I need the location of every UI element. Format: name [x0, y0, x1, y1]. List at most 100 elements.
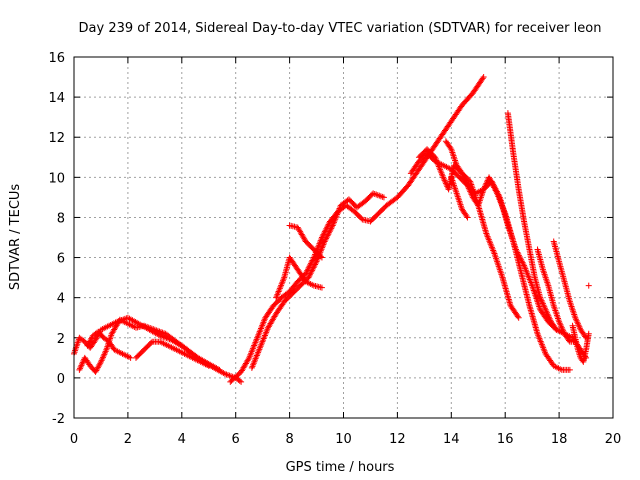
series-track-1	[71, 314, 245, 385]
data-point	[323, 235, 330, 242]
x-tick-labels: 0 2 4 6 8 10 12 14 16 18 20	[70, 432, 621, 447]
data-point	[327, 226, 334, 233]
series-track-16	[569, 322, 592, 365]
data-point	[97, 360, 104, 367]
data-point	[486, 175, 493, 182]
y-tick-label: 0	[57, 372, 65, 387]
x-axis-label: GPS time / hours	[286, 460, 395, 475]
data-point	[553, 326, 560, 333]
data-point	[309, 267, 316, 274]
data-point	[306, 271, 313, 278]
series-track-3	[132, 338, 212, 369]
data-point	[566, 366, 573, 373]
data-point	[489, 181, 496, 188]
data-point	[490, 183, 497, 190]
data-point	[552, 325, 559, 332]
series-track-11	[442, 138, 573, 373]
data-point	[321, 238, 328, 245]
data-point	[514, 313, 521, 320]
data-point	[491, 186, 498, 193]
data-point	[312, 261, 319, 268]
x-tick-label: 20	[605, 432, 622, 447]
data-point	[238, 378, 245, 385]
data-point	[148, 339, 154, 346]
series-track-15	[550, 238, 590, 341]
data-point	[487, 177, 494, 184]
data-point	[479, 75, 486, 82]
series-track-8	[286, 222, 325, 261]
x-tick-label: 0	[70, 432, 78, 447]
data-point	[488, 178, 495, 185]
data-point	[493, 188, 500, 195]
data-point	[486, 174, 493, 181]
series-track-17	[585, 282, 592, 289]
data-point	[464, 214, 471, 221]
data-point	[491, 184, 498, 191]
x-tick-label: 16	[497, 432, 514, 447]
y-tick-label: 2	[57, 332, 65, 347]
x-tick-label: 2	[124, 432, 132, 447]
data-point	[515, 314, 522, 321]
data-point	[205, 362, 212, 369]
data-point	[236, 377, 243, 384]
series-track-13	[504, 110, 560, 333]
data-point	[317, 253, 324, 260]
series-track-10	[415, 146, 522, 321]
plot-frame	[73, 56, 614, 419]
data-point	[323, 234, 330, 241]
y-tick-label: 6	[57, 252, 65, 267]
y-axis-label: SDTVAR / TECUs	[8, 184, 23, 291]
y-tick-label: -2	[52, 412, 65, 427]
data-point	[311, 262, 318, 269]
data-point	[488, 180, 495, 187]
data-point	[309, 265, 316, 272]
data-point	[492, 187, 499, 194]
data-point	[380, 194, 387, 201]
y-tick-label: 16	[48, 51, 65, 66]
data-point	[216, 366, 223, 373]
data-point	[308, 268, 315, 275]
data-point	[306, 273, 313, 280]
y-tick-label: 4	[57, 292, 65, 307]
x-tick-label: 8	[285, 432, 293, 447]
data-point	[324, 232, 331, 239]
data-point	[328, 223, 335, 230]
data-point	[326, 229, 333, 236]
x-tick-label: 4	[178, 432, 186, 447]
grid-lines	[74, 57, 613, 418]
x-tick-label: 12	[389, 432, 406, 447]
data-point	[480, 74, 487, 81]
y-tick-label: 12	[48, 131, 65, 146]
data-point	[312, 260, 319, 267]
x-tick-label: 10	[335, 432, 352, 447]
x-tick-label: 6	[232, 432, 240, 447]
data-point	[310, 264, 317, 271]
data-point	[326, 228, 333, 235]
y-tick-labels: -2 0 2 4 6 8 10 12 14 16	[48, 51, 65, 427]
y-tick-label: 8	[57, 211, 65, 226]
series-track-7	[273, 254, 325, 301]
y-tick-label: 10	[48, 171, 65, 186]
data-point	[310, 256, 317, 263]
data-point	[447, 144, 454, 151]
x-tick-label: 18	[551, 432, 568, 447]
data-point	[305, 274, 312, 281]
series-track-4	[84, 328, 134, 361]
y-tick-label: 14	[48, 91, 65, 106]
data-point	[585, 282, 592, 289]
data-point	[318, 254, 325, 261]
data-point	[518, 256, 525, 263]
series-track-14	[534, 246, 579, 345]
data-point	[322, 237, 329, 244]
series-track-12	[448, 174, 471, 221]
data-point	[307, 270, 314, 277]
chart-title: Day 239 of 2014, Sidereal Day-to-day VTE…	[79, 21, 602, 36]
data-point	[325, 231, 332, 238]
data-point	[318, 284, 325, 291]
data-point	[585, 330, 592, 337]
data-point	[245, 356, 252, 363]
x-tick-label: 14	[443, 432, 460, 447]
data-point	[463, 213, 470, 220]
data-point	[328, 225, 335, 232]
